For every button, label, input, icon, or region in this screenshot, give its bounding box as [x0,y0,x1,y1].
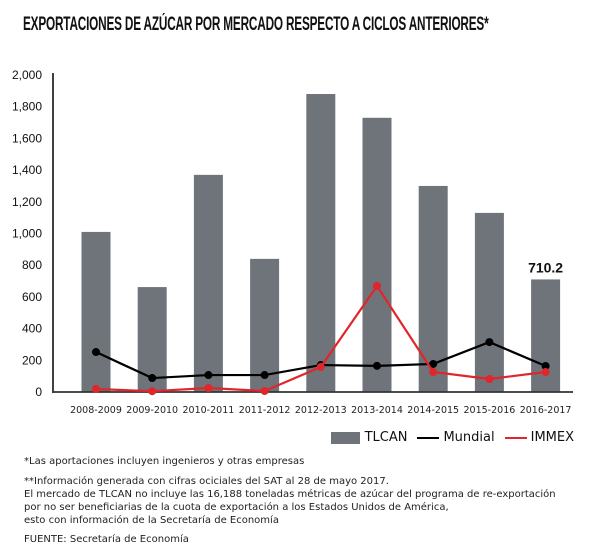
footnote-2: **Información generada con cifras ocicia… [24,475,556,527]
x-tick-label: 2009-2010 [126,405,178,416]
bar-tlcan [193,174,223,392]
x-tick-label: 2010-2011 [183,405,235,416]
x-tick-label: 2008-2009 [70,405,122,416]
y-tick-label: 0 [35,385,42,399]
y-tick-label: 800 [22,258,42,272]
data-label: 710.2 [528,259,563,275]
point-immex [148,387,157,396]
bar-tlcan [474,212,504,392]
y-tick-label: 400 [22,322,42,336]
bar-tlcan [362,117,392,393]
y-tick-label: 1,800 [12,100,42,114]
legend: TLCAN Mundial IMMEX [330,430,574,445]
point-mundial [485,338,494,347]
point-immex [204,384,213,393]
point-immex [541,368,550,377]
footnote-2-line: El mercado de TLCAN no incluye las 16,18… [24,489,556,500]
point-mundial [148,374,157,383]
point-mundial [541,362,550,371]
y-tick-label: 1,400 [12,163,42,177]
point-mundial [204,371,213,380]
x-tick-label: 2012-2013 [295,405,347,416]
point-mundial [373,361,381,370]
x-tick-label: 2011-2012 [239,405,291,416]
point-mundial [429,359,438,368]
point-mundial [260,371,269,380]
point-immex [260,387,269,396]
y-tick-label: 2,000 [12,68,42,82]
point-mundial [92,348,100,357]
x-tick-label: 2014-2015 [407,405,459,416]
bar-tlcan [250,258,280,392]
footnote-2-line: **Información generada con cifras ocicia… [24,476,389,487]
y-tick-label: 1,600 [12,131,42,145]
x-tick-label: 2016-2017 [520,405,572,416]
point-immex [92,384,100,393]
chart-plot: 0 200 400 600 800 1,000 1,200 1,400 1,600 1,800 2,… [12,68,573,416]
chart-title: EXPORTACIONES DE AZÚCAR POR MERCADO RESP… [23,14,489,35]
y-tick-label: 200 [22,353,42,367]
y-tick-label: 1,200 [12,195,42,209]
x-tick-label: 2013-2014 [351,405,403,416]
source-note: FUENTE: Secretaría de Economía [24,534,189,545]
point-immex [485,375,494,384]
point-immex [373,281,381,290]
x-tick-label: 2015-2016 [464,405,516,416]
point-immex [316,362,325,371]
point-immex [429,368,438,377]
legend-label-tlcan: TLCAN [364,430,408,445]
bar-tlcan [81,231,111,392]
y-tick-label: 600 [22,290,42,304]
y-tick-label: 1,000 [12,227,42,241]
legend-swatch-immex [504,436,527,439]
legend-swatch-mundial [417,436,440,439]
footnote-2-line: por no ser beneficiarias de la cuota de … [24,502,449,513]
bar-tlcan [306,94,336,393]
footnote-2-line: esto con información de la Secretaría de… [24,515,279,526]
legend-label-mundial: Mundial [443,430,495,445]
legend-swatch-tlcan [330,431,360,444]
footnote-1: *Las aportaciones incluyen ingenieros y … [24,456,305,467]
legend-label-immex: IMMEX [530,430,574,445]
